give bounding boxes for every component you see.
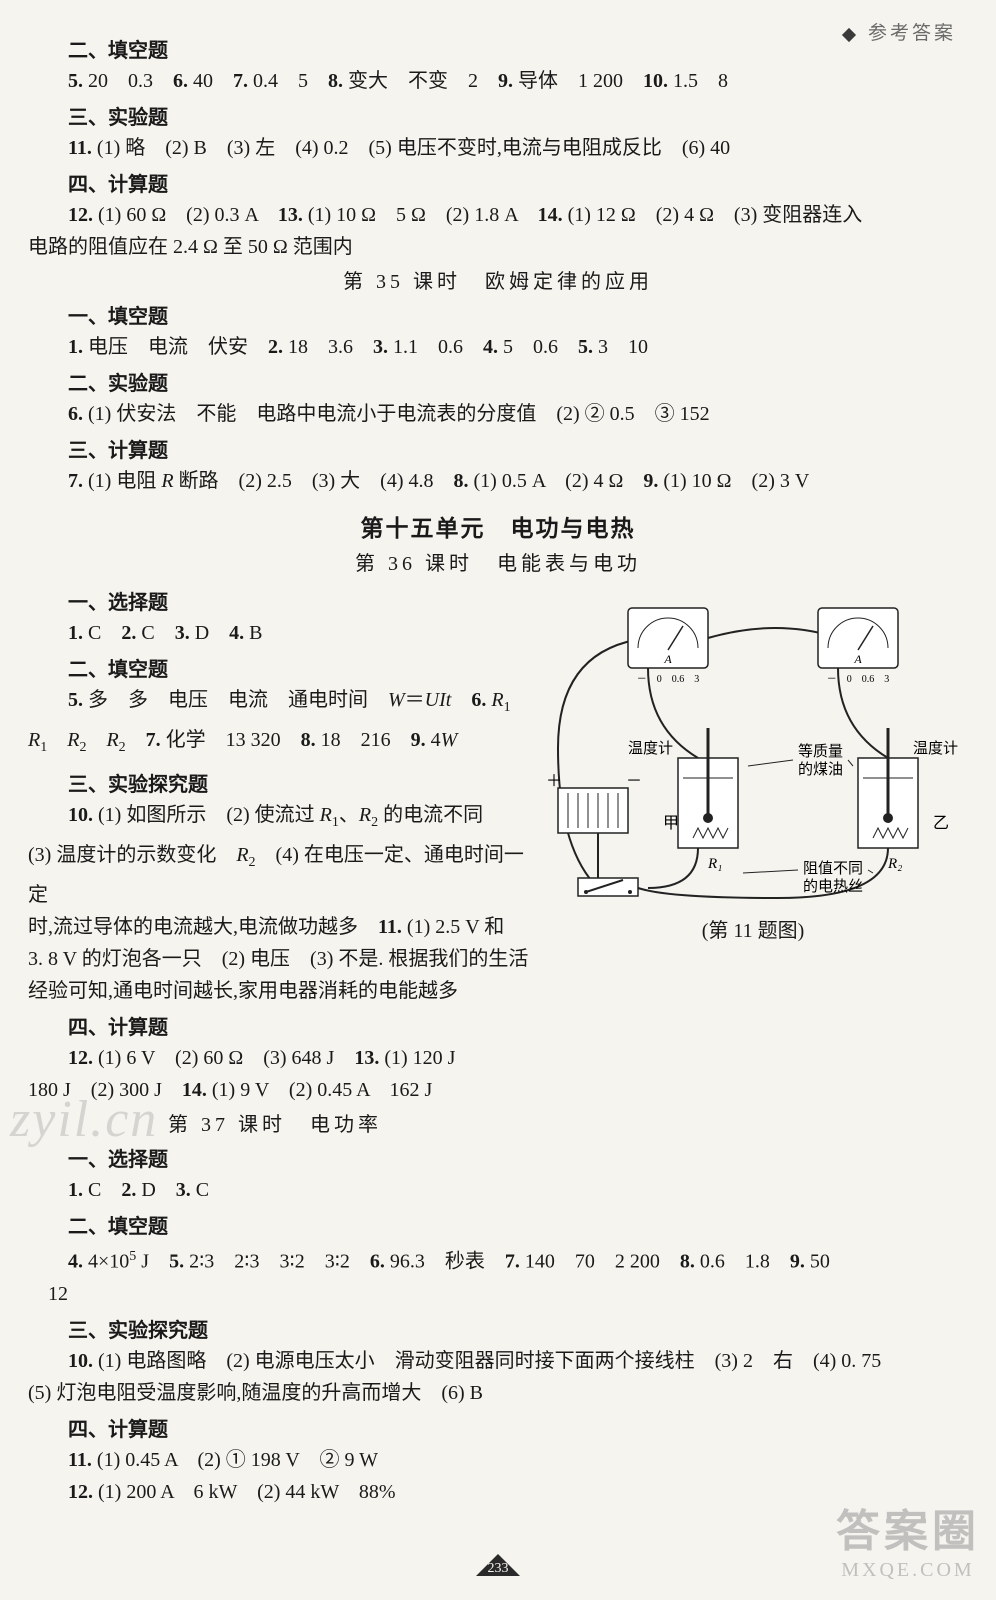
sec-fill-title: 二、填空题 (28, 34, 968, 63)
svg-text:－ 0 0.6 3: － 0 0.6 3 (827, 674, 890, 685)
l36-l3e: 经验可知,通电时间越长,家用电器消耗的电能越多 (28, 975, 538, 1007)
l37-l2b: 12 (28, 1278, 968, 1310)
l36-h2: 二、填空题 (28, 653, 538, 682)
l35-l3: 7. (1) 电阻 R 断路 (2) 2.5 (3) 大 (4) 4.8 8. … (28, 465, 968, 497)
l35-h2: 二、实验题 (28, 367, 968, 396)
circuit-diagram: A － 0 0.6 3 A － 0 0.6 3 (538, 588, 968, 908)
svg-text:A: A (853, 652, 862, 666)
header-text: 参考答案 (868, 23, 956, 44)
l36-l3b: (3) 温度计的示数变化 R2 (4) 在电压一定、通电时间一定 (28, 839, 538, 911)
svg-text:＋: ＋ (546, 773, 562, 790)
l36-h3: 三、实验探究题 (28, 768, 538, 797)
l37-h2: 二、填空题 (28, 1210, 968, 1239)
svg-text:－ 0 0.6 3: － 0 0.6 3 (637, 674, 700, 685)
l36-l2b: R1 R2 R2 7. 化学 13 320 8. 18 216 9. 4W (28, 724, 538, 764)
svg-text:阻值不同: 阻值不同 (803, 860, 863, 877)
l36-l4a: 12. (1) 6 V (2) 60 Ω (3) 648 J 13. (1) 1… (28, 1042, 538, 1074)
diagram-caption: (第 11 题图) (538, 914, 968, 943)
svg-text:等质量: 等质量 (798, 742, 843, 760)
svg-text:－: － (626, 773, 642, 790)
page-number: 233 (476, 1561, 520, 1577)
header-right: 参考答案 (844, 18, 956, 45)
svg-text:R₁: R₁ (707, 856, 722, 872)
lesson36-leftcol: 一、选择题 1. C 2. C 3. D 4. B 二、填空题 5. 多 多 电… (28, 582, 538, 1106)
lesson37-title: 第 37 课时 电功率 (28, 1108, 968, 1137)
l36-l4b: 180 J (2) 300 J 14. (1) 9 V (2) 0.45 A 1… (28, 1074, 538, 1106)
l36-l2a: 5. 多 多 电压 电流 通电时间 W＝UIt 6. R1 (28, 684, 538, 724)
l37-h1: 一、选择题 (28, 1143, 968, 1172)
lesson35-title: 第 35 课时 欧姆定律的应用 (28, 265, 968, 294)
l36-l3c: 时,流过导体的电流越大,电流做功越多 11. (1) 2.5 V 和 (28, 911, 538, 943)
svg-text:乙: 乙 (933, 815, 949, 832)
l36-h1: 一、选择题 (28, 586, 538, 615)
svg-text:的煤油: 的煤油 (798, 761, 843, 778)
sec-calc-line1: 12. (1) 60 Ω (2) 0.3 A 13. (1) 10 Ω 5 Ω … (28, 199, 968, 231)
l35-h1: 一、填空题 (28, 300, 968, 329)
l37-h4: 四、计算题 (28, 1413, 968, 1442)
sec-calc-title: 四、计算题 (28, 168, 968, 197)
unit15-title: 第十五单元 电功与电热 (28, 509, 968, 543)
l37-l4a: 11. (1) 0.45 A (2) ① 198 V ② 9 W (28, 1444, 968, 1476)
diamond-icon (842, 28, 856, 42)
watermark-brand: 答案圈 MXQE.COM (836, 1495, 980, 1582)
svg-text:的电热丝: 的电热丝 (803, 878, 863, 895)
l37-l3a: 10. (1) 电路图略 (2) 电源电压太小 滑动变阻器同时接下面两个接线柱 … (28, 1345, 968, 1377)
watermark-brand-small: MXQE.COM (836, 1559, 980, 1582)
svg-text:温度计: 温度计 (628, 740, 673, 757)
l37-l1: 1. C 2. D 3. C (28, 1174, 968, 1206)
sec-exp-title: 三、实验题 (28, 101, 968, 130)
page: 参考答案 二、填空题 5. 20 0.3 6. 40 7. 0.4 5 8. 变… (0, 0, 996, 1600)
l36-l3d: 3. 8 V 的灯泡各一只 (2) 电压 (3) 不是. 根据我们的生活 (28, 943, 538, 975)
sec-calc-line2: 电路的阻值应在 2.4 Ω 至 50 Ω 范围内 (28, 231, 968, 263)
svg-text:温度计: 温度计 (913, 740, 958, 757)
svg-text:甲: 甲 (663, 815, 679, 832)
lesson36-rightcol: A － 0 0.6 3 A － 0 0.6 3 (538, 582, 968, 963)
lesson36-title: 第 36 课时 电能表与电功 (28, 547, 968, 576)
l36-l3a: 10. (1) 如图所示 (2) 使流过 R1、R2 的电流不同 (28, 799, 538, 839)
l37-l3b: (5) 灯泡电阻受温度影响,随温度的升高而增大 (6) B (28, 1377, 968, 1409)
svg-text:A: A (663, 652, 672, 666)
l35-l1: 1. 电压 电流 伏安 2. 18 3.6 3. 1.1 0.6 4. 5 0.… (28, 331, 968, 363)
footer: 233 (476, 1554, 520, 1592)
l37-l4b: 12. (1) 200 A 6 kW (2) 44 kW 88% (28, 1476, 968, 1508)
sec-exp-line: 11. (1) 略 (2) B (3) 左 (4) 0.2 (5) 电压不变时,… (28, 132, 968, 164)
svg-text:R₂: R₂ (887, 856, 902, 872)
l37-h3: 三、实验探究题 (28, 1314, 968, 1343)
l35-h3: 三、计算题 (28, 434, 968, 463)
sec-fill-line: 5. 20 0.3 6. 40 7. 0.4 5 8. 变大 不变 2 9. 导… (28, 65, 968, 97)
l37-l2a: 4. 4×105 J 5. 2∶3 2∶3 3∶2 3∶2 6. 96.3 秒表… (28, 1241, 968, 1278)
l36-l1: 1. C 2. C 3. D 4. B (28, 617, 538, 649)
l35-l2: 6. (1) 伏安法 不能 电路中电流小于电流表的分度值 (2) ② 0.5 ③… (28, 398, 968, 430)
l36-h4: 四、计算题 (28, 1011, 538, 1040)
